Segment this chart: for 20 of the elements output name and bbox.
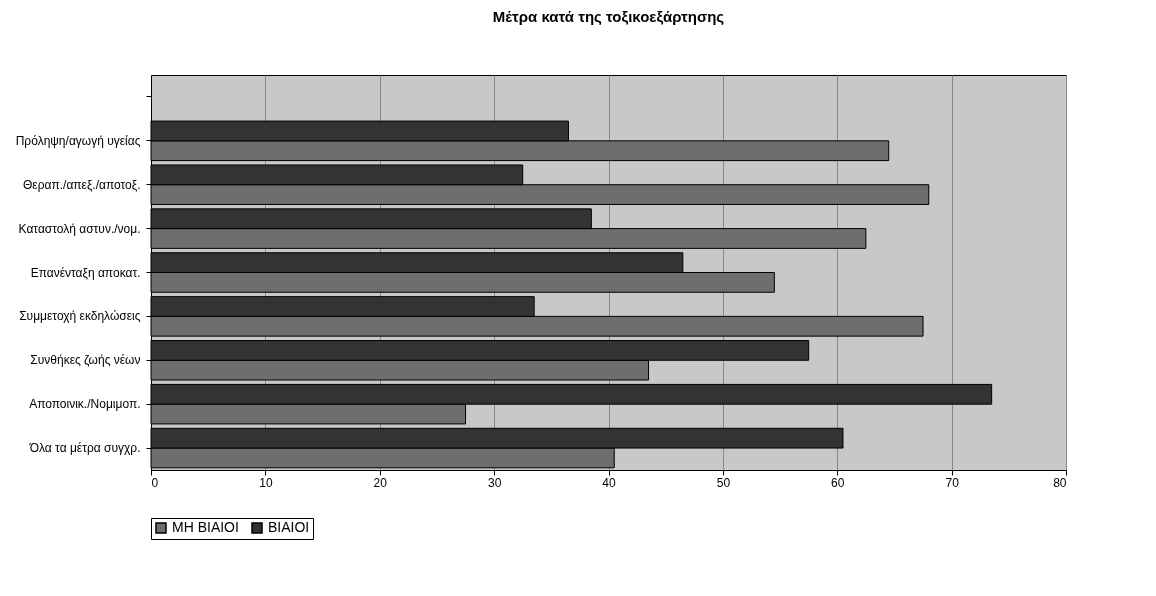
y-tick-label: Συμμετοχή εκδηλώσεις (19, 309, 141, 324)
y-tick-label: Καταστολή αστυν./νομ. (18, 221, 141, 236)
y-tick-label: Συνθήκες ζωής νέων (30, 353, 141, 368)
x-tick-label: 0 (151, 475, 159, 490)
y-tick-label: Όλα τα μέτρα συγχρ. (28, 441, 141, 456)
x-tick-label: 20 (373, 475, 388, 490)
y-tick-label: Θεραπ./απεξ./αποτοξ. (22, 177, 141, 192)
x-tick-label: 30 (487, 475, 502, 490)
x-tick-label: 80 (1053, 475, 1067, 490)
legend-label: ΜΗ ΒΙΑΙΟΙ (172, 519, 239, 535)
x-tick-label: 10 (259, 475, 273, 490)
y-tick-label: Αποποινικ./Νομιμοπ. (29, 397, 141, 412)
legend-label: ΒΙΑΙΟΙ (268, 519, 310, 535)
chart-title: Μέτρα κατά της τοξικοεξάρτησης (492, 8, 725, 25)
y-tick-label: Επανένταξη αποκατ. (30, 265, 141, 280)
x-tick-label: 60 (831, 475, 845, 490)
x-tick-label: 40 (602, 475, 616, 490)
x-tick-label: 70 (945, 475, 960, 490)
x-tick-label: 50 (716, 475, 731, 490)
y-tick-label: Πρόληψη/αγωγή υγείας (15, 133, 141, 148)
